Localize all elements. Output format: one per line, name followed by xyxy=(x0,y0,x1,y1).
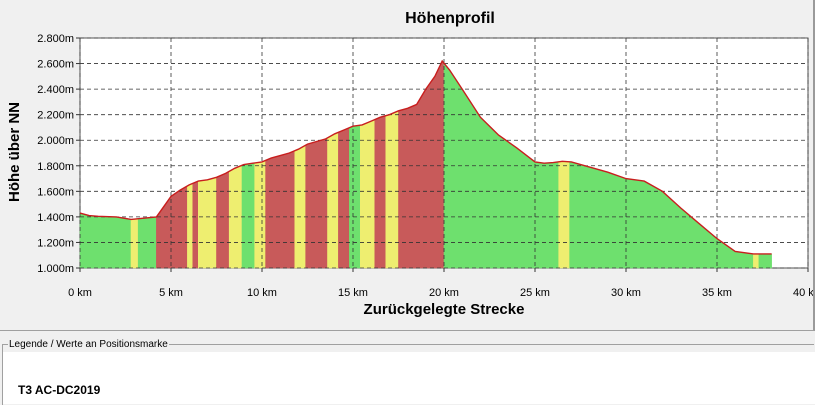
x-tick-label: 15 km xyxy=(338,287,368,299)
elevation-profile-panel: Höhenprofil 0 km 5 km 10 km 15 km 20 km 25 km… xyxy=(0,0,815,331)
x-tick-label: 20 km xyxy=(429,287,459,299)
y-tick-label: 2.200m xyxy=(37,110,74,122)
gradient-segment-high xyxy=(305,137,328,269)
legend-group-title: Legende / Werte an Positionsmarke xyxy=(8,339,169,350)
gradient-segment-medium xyxy=(359,119,376,269)
x-tick-label: 40 km xyxy=(793,287,813,299)
gradient-segment-medium xyxy=(385,110,399,269)
gradient-segment-medium xyxy=(198,176,217,269)
x-tick-label: 10 km xyxy=(247,287,277,299)
grid-layer xyxy=(79,37,809,269)
y-axis-ticks: 1.000m 1.200m 1.400m 1.600m 1.800m 2.000m 2.20… xyxy=(37,33,80,275)
legend-content-area xyxy=(3,352,815,404)
gradient-segment-medium xyxy=(753,253,760,269)
y-tick-label: 1.000m xyxy=(37,263,74,275)
elevation-line xyxy=(79,59,772,255)
x-axis-label: Zurückgelegte Strecke xyxy=(364,301,525,318)
gradient-segment-medium xyxy=(130,218,139,269)
gradient-segment-low xyxy=(758,253,772,269)
y-tick-label: 1.800m xyxy=(37,161,74,173)
y-tick-label: 1.400m xyxy=(37,212,74,224)
y-tick-label: 1.600m xyxy=(37,186,74,198)
gradient-segment-medium xyxy=(187,182,194,269)
y-tick-label: 2.600m xyxy=(37,59,74,71)
gradient-segment-low xyxy=(241,162,255,269)
x-axis-ticks: 0 km 5 km 10 km 15 km 20 km 25 km 30 km 35 km 40… xyxy=(68,268,813,299)
gradient-segment-low xyxy=(349,124,361,269)
chart-title: Höhenprofil xyxy=(405,10,495,27)
gradient-segment-high xyxy=(265,150,296,269)
x-tick-label: 35 km xyxy=(702,287,732,299)
gradient-segment-high xyxy=(338,127,350,269)
gradient-segment-medium xyxy=(254,159,266,269)
gradient-segment-medium xyxy=(558,160,570,269)
gradient-segment-high xyxy=(216,170,230,269)
x-tick-label: 25 km xyxy=(520,287,550,299)
gradient-segment-high xyxy=(374,115,387,269)
gradient-segment-low xyxy=(79,212,132,269)
gradient-segment-medium xyxy=(327,131,339,269)
gradient-segment-medium xyxy=(294,144,307,269)
x-tick-label: 0 km xyxy=(68,287,92,299)
y-tick-label: 1.200m xyxy=(37,237,74,249)
gradient-segment-high xyxy=(192,180,199,269)
x-tick-label: 5 km xyxy=(159,287,183,299)
elevation-chart: Höhenprofil 0 km 5 km 10 km 15 km 20 km 25 km… xyxy=(6,10,813,318)
y-axis-label: Höhe über NN xyxy=(6,102,23,202)
y-tick-label: 2.800m xyxy=(37,33,74,45)
legend-track-name: T3 AC-DC2019 xyxy=(18,383,101,397)
x-tick-label: 30 km xyxy=(611,287,641,299)
y-tick-label: 2.400m xyxy=(37,84,74,96)
y-tick-label: 2.000m xyxy=(37,135,74,147)
